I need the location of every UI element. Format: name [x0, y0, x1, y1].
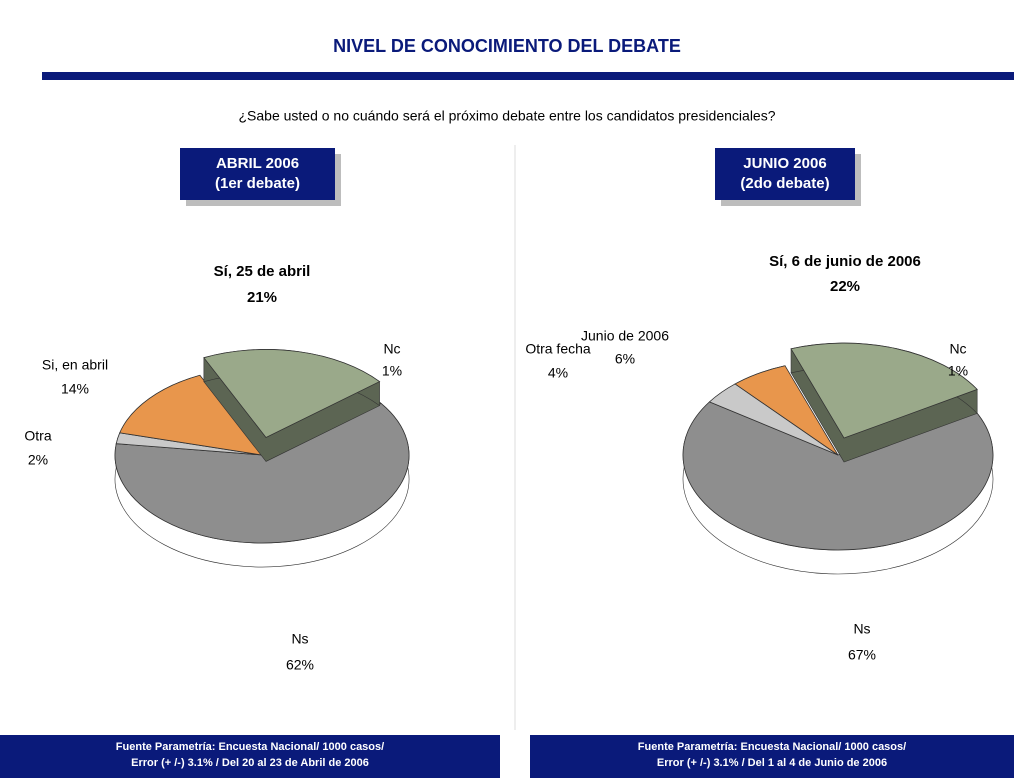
pie-slice — [790, 342, 978, 439]
chart-subtitle: (2do debate) — [740, 175, 829, 192]
source-note: Fuente Parametría: Encuesta Nacional/ 10… — [116, 741, 384, 753]
slice-value-label: 2% — [28, 452, 48, 468]
slice-label: Sí, 25 de abril — [214, 263, 311, 280]
chart-subtitle: (1er debate) — [215, 175, 300, 192]
pie-slice — [203, 349, 381, 438]
source-bar — [0, 735, 500, 778]
source-note: Fuente Parametría: Encuesta Nacional/ 10… — [638, 741, 906, 753]
slice-value-label: 62% — [286, 657, 314, 673]
slice-label: Sí, 6 de junio de 2006 — [769, 253, 921, 270]
pie-slice — [114, 403, 410, 544]
source-note: Error (+ /-) 3.1% / Del 1 al 4 de Junio … — [657, 757, 887, 769]
slice-label: Otra — [24, 428, 51, 444]
slice-label: Nc — [383, 341, 400, 357]
slice-label: Ns — [291, 631, 308, 647]
slice-label: Junio de 2006 — [581, 328, 669, 344]
title-box — [180, 148, 335, 200]
slice-value-label: 6% — [615, 351, 635, 367]
chart-title: JUNIO 2006 — [743, 155, 826, 172]
slice-label: Nc — [949, 341, 966, 357]
pie-slice — [682, 401, 994, 551]
title-rule — [42, 72, 1014, 80]
question: ¿Sabe usted o no cuándo será el próximo … — [238, 108, 775, 124]
pie-slice — [734, 365, 839, 456]
slice-value-label: 21% — [247, 289, 277, 306]
slice-label: Si, en abril — [42, 357, 108, 373]
slice-value-label: 4% — [548, 365, 568, 381]
slice-value-label: 1% — [948, 363, 968, 379]
slice-value-label: 14% — [61, 381, 89, 397]
slice-value-label: 1% — [382, 363, 402, 379]
pie-slice — [119, 374, 263, 456]
source-note: Error (+ /-) 3.1% / Del 20 al 23 de Abri… — [131, 757, 369, 769]
slice-label: Ns — [853, 621, 870, 637]
source-bar — [530, 735, 1014, 778]
slice-value-label: 67% — [848, 647, 876, 663]
slice-value-label: 22% — [830, 278, 860, 295]
slice-label: Otra fecha — [525, 341, 591, 357]
chart-title: ABRIL 2006 — [216, 155, 299, 172]
slide-title: NIVEL DE CONOCIMIENTO DEL DEBATE — [333, 36, 681, 56]
title-box — [715, 148, 855, 200]
